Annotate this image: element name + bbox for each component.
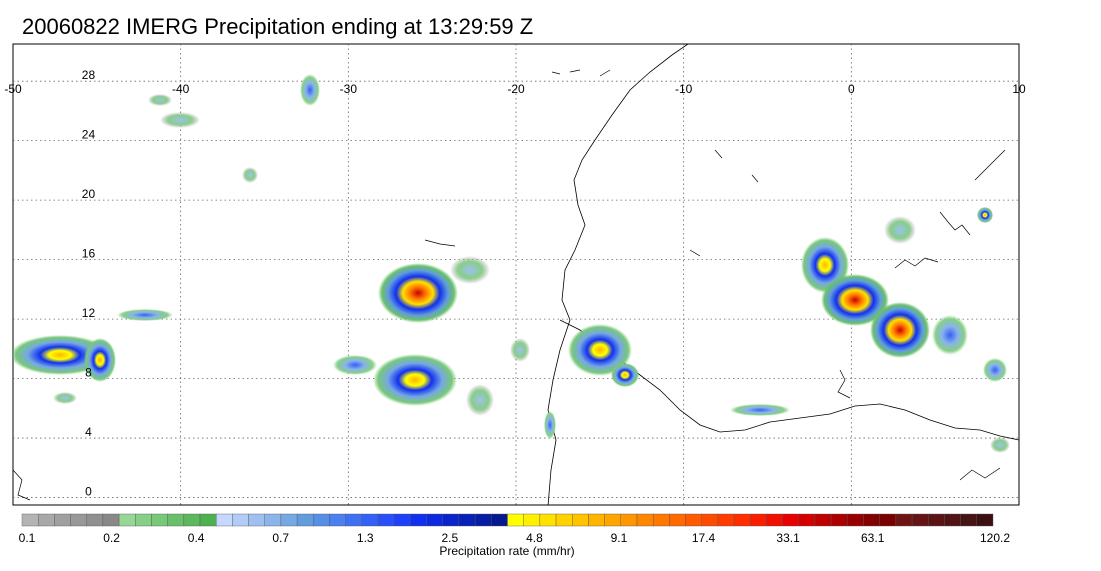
colorbar-swatch — [491, 513, 508, 527]
colorbar-label: 120.2 — [979, 531, 1011, 545]
colorbar-swatch — [814, 513, 832, 527]
colorbar-swatch — [135, 513, 152, 527]
colorbar-swatch — [701, 513, 719, 527]
precipitation-field — [13, 74, 1010, 453]
colorbar-swatch — [474, 513, 492, 527]
colorbar-swatch — [944, 513, 961, 527]
lon-tick-label: -20 — [507, 82, 525, 96]
colorbar-swatch — [588, 513, 605, 527]
colorbar-swatch — [329, 513, 346, 527]
colorbar-swatch — [766, 513, 783, 527]
colorbar-swatch — [717, 513, 735, 527]
colorbar-swatch — [377, 513, 395, 527]
colorbar-swatch — [733, 513, 751, 527]
coastline — [13, 44, 1019, 505]
lat-tick-label: 20 — [82, 187, 96, 201]
colorbar-swatch — [410, 513, 427, 527]
colorbar-swatch — [313, 513, 330, 527]
colorbar-label: 2.5 — [441, 531, 459, 545]
colorbar-swatch — [976, 513, 994, 527]
lat-tick-label: 0 — [85, 485, 92, 499]
lon-tick-label: -50 — [4, 82, 22, 96]
colorbar-swatch — [928, 513, 945, 527]
colorbar-swatch — [37, 513, 55, 527]
colorbar-swatch — [830, 513, 848, 527]
lon-tick-label: -10 — [675, 82, 693, 96]
map-title: 20060822 IMERG Precipitation ending at 1… — [22, 14, 534, 39]
colorbar-swatch — [523, 513, 541, 527]
colorbar-swatch — [248, 513, 265, 527]
colorbar-swatch — [911, 513, 929, 527]
colorbar-swatch — [539, 513, 557, 527]
colorbar-swatch — [426, 513, 443, 527]
colorbar-label: 33.1 — [776, 531, 800, 545]
colorbar-swatch — [750, 513, 767, 527]
lat-tick-label: 8 — [85, 366, 92, 380]
colorbar-swatch — [102, 513, 120, 527]
colorbar-swatch — [199, 513, 217, 527]
colorbar-swatch — [215, 513, 233, 527]
lat-tick-label: 4 — [85, 425, 92, 439]
colorbar-swatch — [394, 513, 411, 527]
colorbar-swatch — [264, 513, 282, 527]
colorbar-swatch — [847, 513, 864, 527]
colorbar-swatch — [21, 513, 39, 527]
colorbar-swatch — [879, 513, 897, 527]
colorbar-swatch — [118, 513, 136, 527]
colorbar-swatch — [604, 513, 621, 527]
colorbar-swatch — [960, 513, 978, 527]
axis-ticks: -50 -40 -30 -20 -10 0 10 28 24 20 16 12 8 4 0 — [4, 68, 1026, 498]
colorbar-swatch — [895, 513, 913, 527]
colorbar-swatch — [782, 513, 799, 527]
colorbar — [21, 513, 994, 527]
colorbar-swatch — [70, 513, 87, 527]
colorbar-swatch — [685, 513, 702, 527]
lat-tick-label: 24 — [82, 128, 96, 142]
colorbar-label: 0.4 — [187, 531, 205, 545]
colorbar-swatch — [555, 513, 573, 527]
lon-tick-label: -40 — [172, 82, 190, 96]
colorbar-swatch — [167, 513, 185, 527]
colorbar-swatch — [183, 513, 201, 527]
colorbar-label: 0.7 — [272, 531, 290, 545]
lat-tick-label: 12 — [82, 306, 96, 320]
colorbar-swatch — [232, 513, 249, 527]
colorbar-label: 63.1 — [861, 531, 885, 545]
colorbar-swatch — [296, 513, 314, 527]
colorbar-swatch — [280, 513, 298, 527]
colorbar-swatch — [345, 513, 363, 527]
colorbar-swatch — [652, 513, 670, 527]
colorbar-label: 9.1 — [610, 531, 628, 545]
lon-tick-label: -30 — [340, 82, 358, 96]
colorbar-label: 0.2 — [103, 531, 120, 545]
colorbar-swatch — [620, 513, 638, 527]
colorbar-swatch — [863, 513, 880, 527]
colorbar-swatch — [507, 513, 524, 527]
colorbar-swatch — [442, 513, 460, 527]
colorbar-label: 17.4 — [691, 531, 716, 545]
colorbar-title: Precipitation rate (mm/hr) — [439, 544, 575, 558]
colorbar-swatch — [669, 513, 686, 527]
colorbar-label: 0.1 — [18, 531, 36, 545]
lon-tick-label: 0 — [848, 82, 855, 96]
colorbar-swatch — [54, 513, 71, 527]
colorbar-label: 1.3 — [356, 531, 374, 545]
colorbar-swatch — [798, 513, 816, 527]
colorbar-label: 4.8 — [526, 531, 543, 545]
colorbar-swatch — [458, 513, 476, 527]
colorbar-swatch — [151, 513, 168, 527]
colorbar-swatch — [572, 513, 589, 527]
lon-tick-label: 10 — [1012, 82, 1026, 96]
colorbar-swatch — [361, 513, 379, 527]
lat-tick-label: 28 — [82, 68, 96, 82]
colorbar-swatch — [636, 513, 654, 527]
colorbar-swatch — [86, 513, 104, 527]
lat-tick-label: 16 — [82, 247, 96, 261]
